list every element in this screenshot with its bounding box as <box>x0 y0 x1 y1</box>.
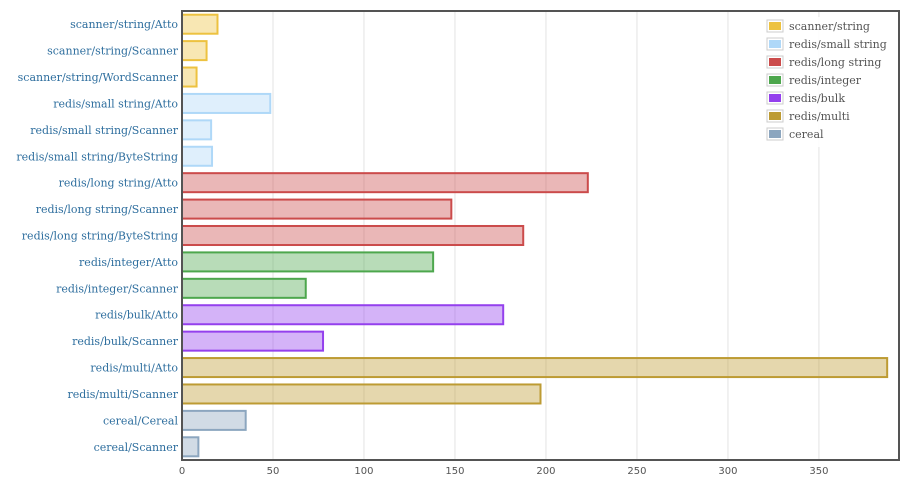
bars <box>181 13 889 458</box>
bar <box>181 304 505 326</box>
bar <box>181 13 219 35</box>
legend-background <box>764 17 894 147</box>
legend-swatch <box>769 130 781 138</box>
category-labels: scanner/string/Atto scanner/string/Scanne… <box>16 18 178 454</box>
legend-swatch <box>769 94 781 102</box>
bar <box>181 357 889 379</box>
bar <box>181 119 213 141</box>
category-label: scanner/string/Scanner <box>47 45 179 58</box>
category-label: redis/small string/Scanner <box>30 124 178 137</box>
bar <box>181 198 453 220</box>
x-tick-label: 0 <box>179 466 185 477</box>
category-label: cereal/Cereal <box>103 414 178 427</box>
x-tick-label: 350 <box>809 466 828 477</box>
legend-label: cereal <box>789 128 824 141</box>
bar <box>181 145 214 167</box>
legend-label: scanner/string <box>789 20 870 33</box>
legend-swatch <box>769 112 781 120</box>
legend: scanner/string redis/small string redis/lo… <box>764 17 894 147</box>
bar <box>181 409 247 431</box>
x-tick-label: 100 <box>354 466 373 477</box>
category-label: redis/long string/Scanner <box>36 203 179 216</box>
bar <box>181 251 435 273</box>
x-tick-label: 250 <box>627 466 646 477</box>
bar <box>181 66 198 88</box>
bar <box>181 436 200 458</box>
x-tick-label: 300 <box>718 466 737 477</box>
category-label: redis/bulk/Atto <box>95 309 178 322</box>
legend-swatch <box>769 58 781 66</box>
category-label: redis/bulk/Scanner <box>72 335 179 348</box>
bar <box>181 92 272 114</box>
legend-label: redis/bulk <box>789 92 845 105</box>
bar <box>181 40 208 62</box>
category-label: redis/multi/Scanner <box>67 388 178 401</box>
category-label: redis/integer/Atto <box>79 256 178 269</box>
x-axis-ticks: 0 50 100 150 200 250 300 350 <box>179 466 829 477</box>
category-label: redis/small string/Atto <box>53 97 178 110</box>
legend-swatch <box>769 22 781 30</box>
bar <box>181 224 525 247</box>
bar <box>181 383 542 405</box>
category-label: redis/multi/Atto <box>90 362 178 375</box>
category-label: redis/long string/Atto <box>59 177 179 190</box>
category-label: redis/small string/ByteString <box>16 150 178 163</box>
bar <box>181 330 325 352</box>
legend-label: redis/small string <box>789 38 887 51</box>
legend-label: redis/multi <box>789 110 850 123</box>
category-label: redis/long string/ByteString <box>22 230 178 243</box>
category-label: scanner/string/Atto <box>70 18 178 31</box>
legend-label: redis/long string <box>789 56 881 69</box>
category-label: redis/integer/Scanner <box>56 282 179 295</box>
bar <box>181 277 307 299</box>
category-label: cereal/Scanner <box>94 441 179 454</box>
legend-swatch <box>769 40 781 48</box>
legend-label: redis/integer <box>789 74 862 87</box>
x-tick-label: 200 <box>536 466 555 477</box>
x-tick-label: 150 <box>445 466 464 477</box>
bar <box>181 172 589 194</box>
plot-frame <box>181 10 900 461</box>
legend-swatch <box>769 76 781 84</box>
category-label: scanner/string/WordScanner <box>18 71 179 84</box>
x-tick-label: 50 <box>267 466 280 477</box>
